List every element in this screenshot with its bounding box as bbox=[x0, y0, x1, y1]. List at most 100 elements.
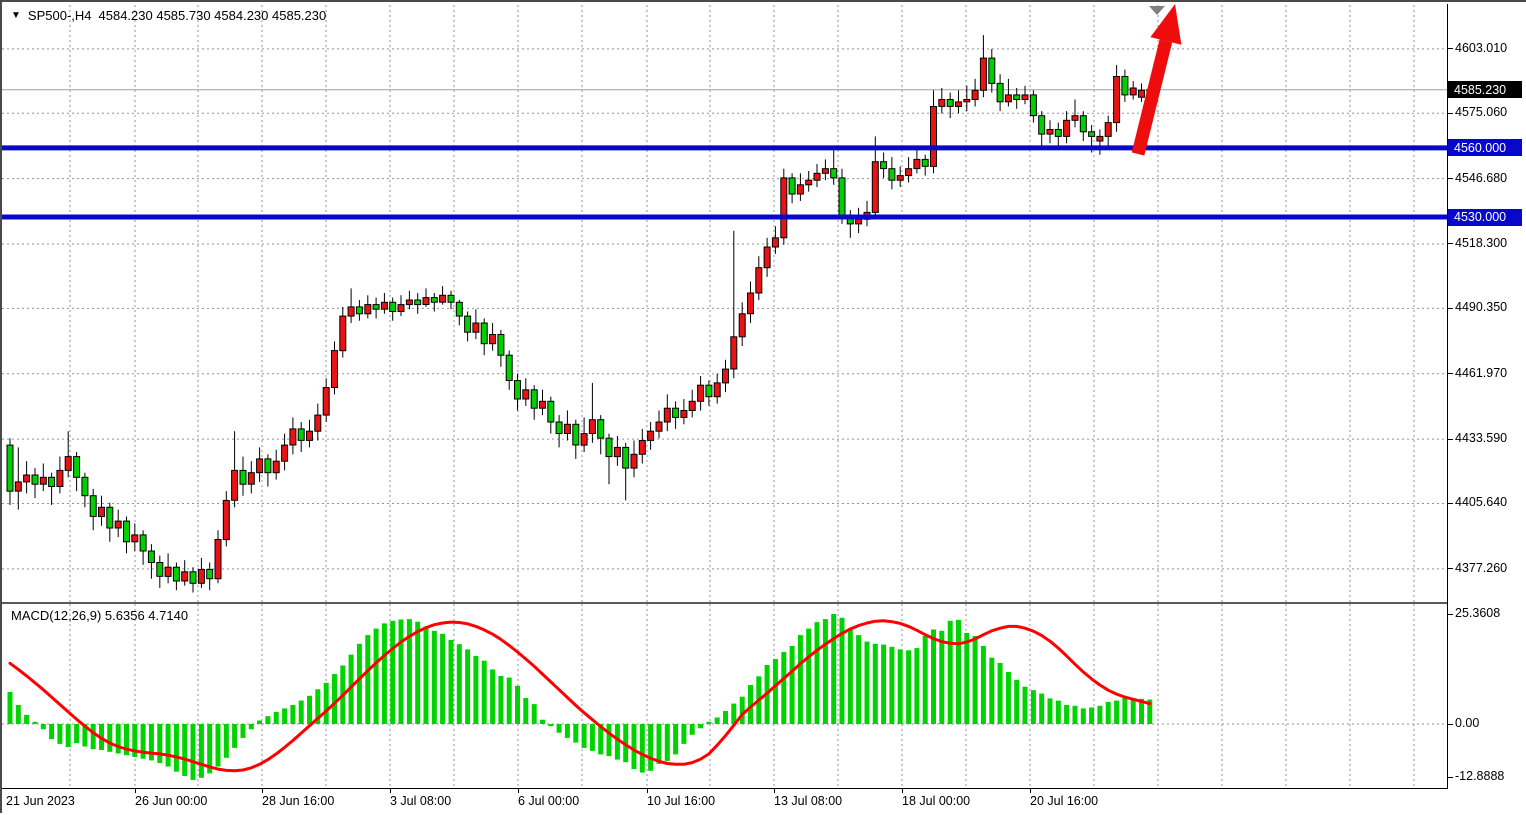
candle-body bbox=[489, 334, 497, 345]
candle-body bbox=[56, 469, 64, 487]
price-axis-label: 4461.970 bbox=[1455, 365, 1508, 380]
macd-histogram-bar bbox=[956, 619, 961, 724]
macd-scale-zero-tick bbox=[1447, 723, 1453, 725]
time-axis-label: 28 Jun 16:00 bbox=[262, 794, 335, 808]
macd-histogram-bar bbox=[872, 643, 878, 724]
candle-body bbox=[680, 410, 688, 418]
macd-histogram-bar bbox=[1055, 700, 1061, 724]
candle-body bbox=[888, 168, 896, 181]
candle-body bbox=[272, 460, 280, 474]
macd-histogram-bar bbox=[947, 620, 953, 724]
candle-body bbox=[239, 469, 247, 485]
macd-histogram-bar bbox=[506, 677, 512, 724]
candle-body bbox=[530, 389, 538, 409]
macd-histogram-bar bbox=[731, 703, 737, 724]
time-axis-label: 18 Jul 00:00 bbox=[902, 794, 971, 808]
macd-histogram-bar bbox=[282, 708, 288, 724]
symbol-dropdown-icon[interactable]: ▼ bbox=[11, 9, 21, 21]
candle-body bbox=[988, 57, 996, 84]
candle-body bbox=[663, 407, 671, 423]
macd-scale-min-tick bbox=[1447, 776, 1453, 778]
candle-body bbox=[555, 421, 563, 434]
candle-body bbox=[905, 168, 913, 177]
macd-histogram-bar bbox=[1105, 701, 1111, 724]
candle-body bbox=[1004, 94, 1012, 103]
candle-body bbox=[871, 161, 879, 213]
candle-body bbox=[688, 400, 696, 411]
main-price-plot[interactable] bbox=[2, 2, 1447, 602]
macd-histogram-bar bbox=[82, 724, 88, 747]
price-axis-label: 4518.300 bbox=[1455, 235, 1508, 250]
macd-histogram-bar bbox=[140, 724, 146, 759]
macd-histogram-bar bbox=[548, 724, 554, 727]
macd-histogram-bar bbox=[989, 657, 995, 724]
macd-histogram-bar bbox=[1139, 698, 1144, 724]
candle-body bbox=[139, 534, 147, 552]
time-axis-tick bbox=[902, 788, 903, 793]
macd-scale-max: 25.3608 bbox=[1455, 606, 1501, 620]
time-axis-label: 3 Jul 08:00 bbox=[390, 794, 452, 808]
macd-histogram-bar bbox=[1114, 700, 1120, 724]
candle-body bbox=[289, 428, 297, 446]
time-axis-label: 20 Jul 16:00 bbox=[1030, 794, 1099, 808]
candle-body bbox=[913, 158, 921, 170]
macd-histogram-bar bbox=[198, 724, 204, 778]
time-axis-label: 26 Jun 00:00 bbox=[135, 794, 208, 808]
candle-body bbox=[580, 433, 588, 446]
macd-scale-max-tick bbox=[1447, 613, 1453, 615]
macd-histogram-bar bbox=[1030, 690, 1036, 724]
candle-body bbox=[539, 400, 546, 409]
candle-body bbox=[1029, 94, 1037, 117]
candle-body bbox=[331, 350, 338, 389]
panel-separator[interactable] bbox=[2, 602, 1448, 604]
candle-body bbox=[339, 315, 347, 352]
macd-histogram-bar bbox=[856, 635, 862, 724]
macd-histogram-bar bbox=[1022, 686, 1028, 724]
candle-body bbox=[73, 456, 81, 478]
candle-body bbox=[497, 334, 505, 356]
macd-histogram-bar bbox=[431, 630, 437, 724]
macd-histogram-bar bbox=[157, 724, 163, 763]
candle-body bbox=[505, 354, 513, 382]
candle-body bbox=[189, 571, 197, 584]
candle-body bbox=[147, 550, 155, 563]
candle-body bbox=[1079, 115, 1087, 133]
level-price-tag: 4560.000 bbox=[1448, 139, 1522, 157]
chart-header: ▼ SP500-,H4 4584.230 4585.730 4584.230 4… bbox=[11, 8, 326, 23]
candle-body bbox=[788, 177, 796, 195]
macd-histogram-bar bbox=[939, 630, 945, 724]
time-axis-tick bbox=[135, 788, 136, 793]
candle-body bbox=[222, 499, 230, 541]
candle-body bbox=[372, 304, 380, 310]
macd-histogram-bar bbox=[748, 685, 753, 724]
price-axis-label: 4405.640 bbox=[1455, 495, 1508, 510]
candle-body bbox=[81, 476, 89, 497]
candle-body bbox=[1071, 115, 1079, 121]
macd-histogram-bar bbox=[481, 660, 487, 724]
macd-histogram-bar bbox=[398, 619, 404, 724]
time-axis[interactable]: 21 Jun 2023 26 Jun 00:00 28 Jun 16:00 3 Jul… bbox=[2, 788, 1448, 813]
candle-body bbox=[39, 476, 47, 485]
candle-body bbox=[314, 414, 322, 432]
macd-histogram-bar bbox=[7, 691, 13, 724]
macd-histogram-bar bbox=[681, 724, 687, 744]
candle-body bbox=[572, 423, 580, 446]
macd-histogram-bar bbox=[889, 646, 895, 724]
candle-body bbox=[805, 179, 813, 186]
candle-body bbox=[389, 301, 397, 312]
macd-histogram-bar bbox=[648, 724, 654, 771]
time-axis-label: 6 Jul 00:00 bbox=[518, 794, 580, 808]
time-axis-line bbox=[2, 788, 1448, 789]
macd-indicator-plot[interactable] bbox=[2, 604, 1447, 788]
price-axis[interactable]: 4603.010 4575.060 4546.680 4518.300 4490.350… bbox=[1447, 2, 1526, 815]
price-axis-tick bbox=[1447, 243, 1453, 245]
candle-body bbox=[813, 172, 821, 181]
candle-body bbox=[638, 440, 646, 455]
candle-body bbox=[48, 476, 56, 487]
macd-histogram-bar bbox=[248, 724, 254, 730]
macd-histogram-bar bbox=[90, 724, 96, 750]
candle-body bbox=[522, 389, 530, 400]
macd-histogram-bar bbox=[65, 724, 71, 747]
candle-body bbox=[1088, 131, 1096, 137]
macd-histogram-bar bbox=[265, 716, 271, 724]
